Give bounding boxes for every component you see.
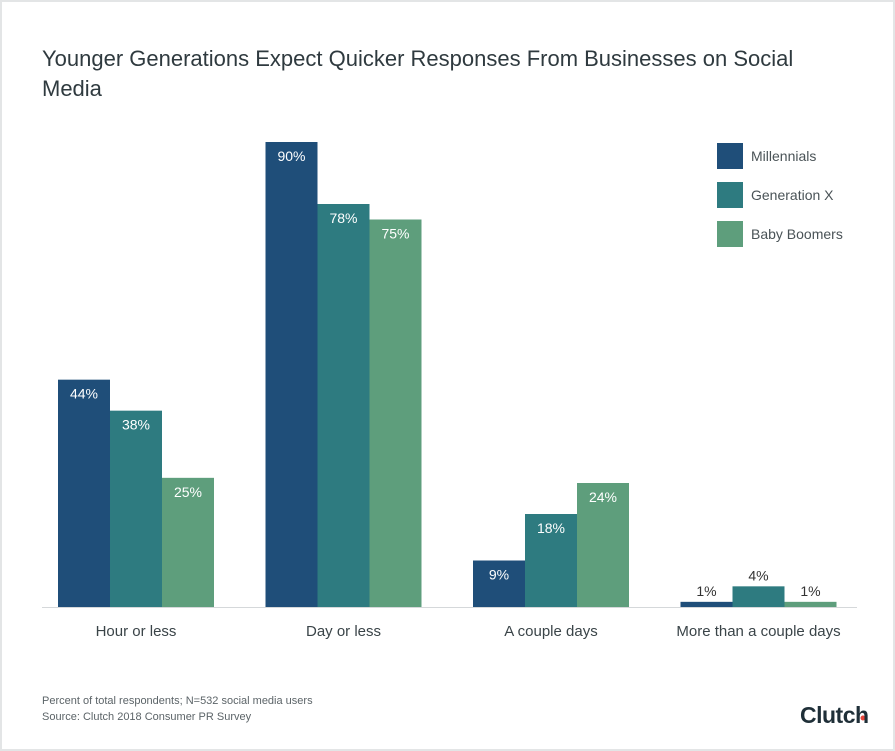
data-label: 24% (589, 489, 617, 505)
data-label: 75% (381, 226, 409, 242)
data-label: 1% (800, 583, 820, 599)
bar (525, 514, 577, 607)
bar (784, 601, 837, 607)
legend-label: Baby Boomers (751, 226, 843, 242)
category-label: Hour or less (96, 623, 177, 640)
legend-label: Generation X (751, 187, 834, 203)
bar (265, 142, 318, 607)
data-label: 44% (70, 386, 98, 402)
bar (58, 379, 110, 607)
footnote-source: Source: Clutch 2018 Consumer PR Survey (42, 711, 252, 723)
bar (162, 477, 214, 607)
chart-title: Younger Generations Expect Quicker Respo… (42, 46, 794, 101)
clutch-logo: Clutch (800, 702, 869, 728)
data-label: 90% (277, 148, 305, 164)
data-label: 4% (748, 567, 768, 583)
bar (369, 219, 422, 607)
bar (732, 586, 785, 607)
category-label: More than a couple days (676, 623, 840, 640)
category-label: Day or less (306, 623, 381, 640)
bar (110, 410, 162, 607)
legend-swatch (717, 143, 743, 169)
bar (473, 560, 525, 607)
data-label: 9% (489, 567, 509, 583)
legend-swatch (717, 182, 743, 208)
footnote-respondents: Percent of total respondents; N=532 soci… (42, 695, 313, 707)
bar (317, 204, 370, 607)
logo-dot (860, 715, 866, 721)
data-label: 1% (696, 583, 716, 599)
legend-label: Millennials (751, 148, 816, 164)
data-label: 78% (329, 210, 357, 226)
bar (680, 601, 733, 607)
data-label: 38% (122, 417, 150, 433)
legend-swatch (717, 221, 743, 247)
data-label: 18% (537, 520, 565, 536)
category-label: A couple days (504, 623, 597, 640)
data-label: 25% (174, 484, 202, 500)
bar (577, 483, 629, 607)
